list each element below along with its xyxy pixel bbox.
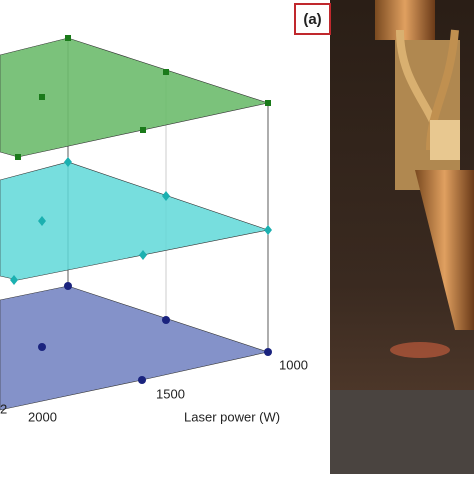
tick-label: 2: [0, 401, 7, 416]
markers: [10, 157, 272, 285]
tick-label: 2000: [28, 409, 57, 424]
label-box: [294, 3, 331, 35]
axis-title: Laser power (W): [184, 409, 280, 424]
plot-3d: 1000 1500 2000 2 Laser power (W): [0, 35, 308, 424]
markers: [15, 35, 271, 160]
markers: [38, 282, 272, 384]
photo: [330, 0, 474, 474]
panel-label: (a): [303, 11, 321, 28]
tick-label: 1500: [156, 386, 185, 401]
tick-label: 1000: [279, 357, 308, 372]
plane: [0, 285, 270, 411]
